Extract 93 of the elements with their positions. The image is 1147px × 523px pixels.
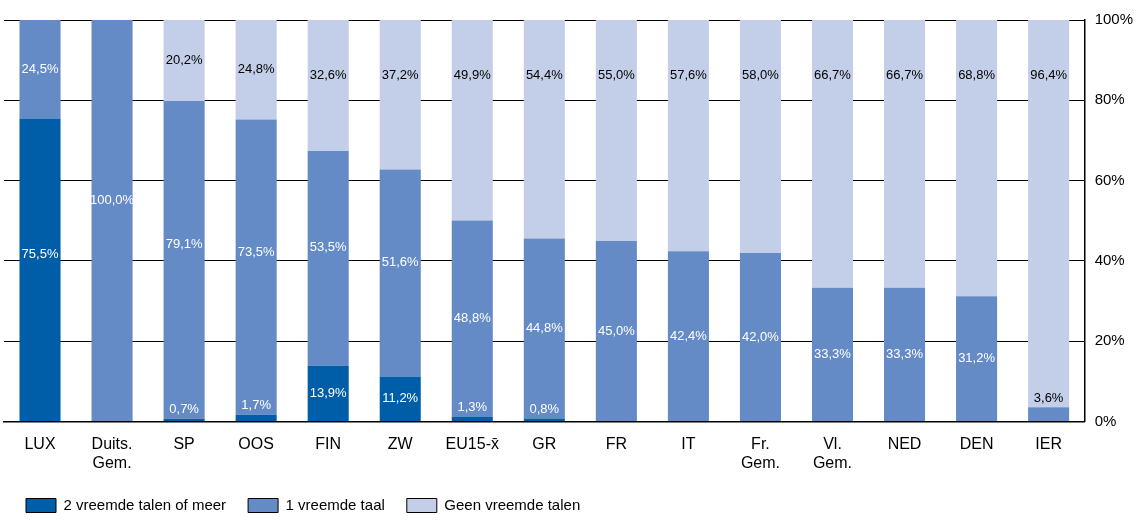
data-label: 100,0%	[90, 192, 135, 208]
data-label: 79,1%	[165, 235, 203, 251]
bar	[19, 20, 61, 119]
y-tick-label: 0%	[1094, 411, 1117, 429]
data-label: 49,9%	[453, 66, 492, 82]
bar	[379, 376, 421, 422]
bar	[884, 287, 926, 422]
data-label: 42,0%	[742, 328, 780, 344]
data-label: 48,8%	[453, 309, 492, 325]
bar	[307, 20, 349, 151]
x-tick-label: EU15-x̄	[445, 434, 499, 452]
bar	[307, 150, 349, 366]
bar	[956, 20, 998, 297]
x-tick-label: FR	[605, 434, 628, 452]
bar	[379, 20, 421, 170]
bar	[595, 20, 637, 241]
bar	[811, 20, 854, 288]
data-label: 54,4%	[525, 66, 564, 82]
data-label: 44,8%	[525, 320, 564, 336]
bar	[956, 296, 998, 422]
bar	[595, 240, 637, 422]
x-tick-label: OOS	[238, 434, 274, 452]
y-tick-label: 80%	[1094, 90, 1125, 108]
data-label: 31,2%	[958, 350, 996, 366]
data-label: 24,5%	[21, 60, 59, 76]
bar	[235, 20, 277, 120]
bar	[667, 20, 709, 252]
data-label: 11,2%	[382, 390, 419, 406]
data-label: 1,7%	[241, 397, 272, 413]
x-tick-label: ZW	[387, 434, 414, 452]
x-tick-label: NED	[887, 434, 922, 452]
data-label: 51,6%	[381, 254, 420, 270]
data-label: 58,0%	[742, 66, 780, 82]
x-tick-label: IER	[1035, 434, 1062, 452]
data-label: 75,5%	[21, 246, 59, 262]
legend-label: 1 vreemde taal	[285, 495, 385, 513]
x-tick-label: LUX	[24, 434, 56, 452]
bar	[739, 20, 781, 253]
x-tick-label: GR	[532, 434, 557, 452]
bar	[1028, 20, 1070, 408]
bar	[163, 20, 205, 102]
data-label: 68,8%	[958, 66, 996, 82]
data-label: 0,7%	[169, 401, 200, 417]
x-tick-label: SP	[173, 434, 195, 452]
bar	[451, 220, 493, 417]
x-tick-label: Duits. Gem.	[91, 434, 133, 471]
x-tick-label: IT	[681, 434, 696, 452]
legend-label: Geen vreemde talen	[444, 495, 581, 513]
data-label: 3,6%	[1033, 389, 1064, 405]
data-label: 45,0%	[597, 322, 636, 338]
bar	[235, 414, 277, 422]
bar	[667, 251, 709, 422]
data-label: 24,8%	[237, 61, 276, 77]
bar	[523, 418, 565, 422]
bar	[163, 101, 205, 419]
y-tick-label: 40%	[1094, 251, 1125, 269]
data-label: 73,5%	[237, 244, 276, 259]
data-label: 55,0%	[597, 66, 636, 82]
data-label: 37,2%	[381, 66, 420, 82]
data-label: 33,3%	[814, 346, 852, 362]
data-label: 20,2%	[165, 52, 203, 68]
data-label: 66,7%	[814, 66, 852, 82]
x-tick-label: Vl. Gem.	[812, 434, 853, 471]
data-label: 13,9%	[309, 385, 348, 401]
x-tick-label: DEN	[959, 434, 994, 452]
data-label: 1,3%	[457, 398, 488, 414]
bar	[307, 365, 349, 422]
bar	[235, 119, 277, 415]
bar	[451, 416, 493, 422]
data-label: 0,8%	[529, 400, 560, 416]
bar	[19, 118, 61, 422]
bar	[379, 169, 421, 377]
data-label: 53,5%	[309, 239, 348, 255]
y-tick-label: 20%	[1094, 331, 1125, 349]
data-label: 66,7%	[886, 66, 924, 82]
bar	[451, 20, 493, 221]
x-tick-label: FIN	[315, 434, 342, 452]
data-label: 33,3%	[886, 346, 924, 362]
data-label: 42,4%	[669, 327, 708, 343]
bar	[523, 238, 565, 419]
x-tick-label: Fr. Gem.	[740, 434, 781, 471]
y-tick-label: 60%	[1094, 170, 1125, 188]
data-label: 96,4%	[1030, 66, 1068, 82]
bar	[1028, 407, 1070, 422]
data-label: 57,6%	[669, 66, 708, 82]
bar	[739, 252, 781, 422]
bar	[523, 20, 565, 239]
legend-label: 2 vreemde talen of meer	[63, 495, 227, 513]
bar	[91, 20, 133, 422]
bar	[811, 287, 854, 422]
bar	[884, 20, 926, 288]
data-label: 32,6%	[309, 66, 348, 82]
y-tick-label: 100%	[1094, 10, 1134, 28]
